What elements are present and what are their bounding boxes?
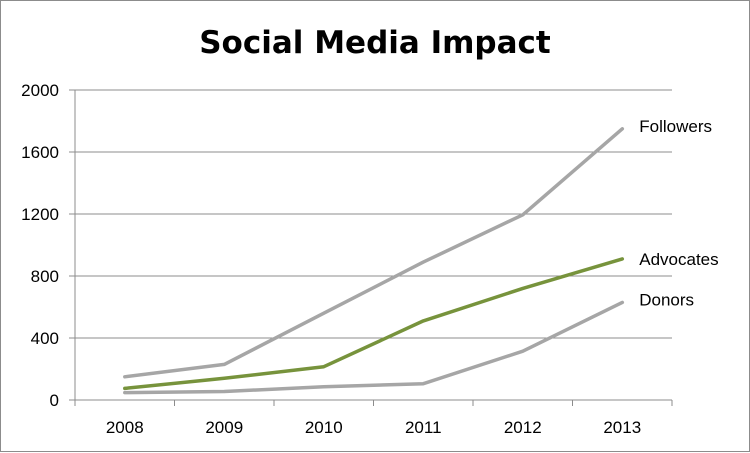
y-tick-label: 800 [31, 267, 59, 286]
y-tick-label: 0 [50, 391, 59, 410]
gridlines [75, 89, 672, 339]
y-axis-tick-labels: 0 400 800 1200 1600 2000 [21, 81, 59, 410]
series-line-advocates [123, 257, 625, 391]
x-axis-tick-labels: 2008 2009 2010 2011 2012 2013 [106, 418, 641, 437]
x-tick-label: 2011 [405, 418, 442, 437]
series-lines [123, 127, 625, 395]
series-label-advocates: Advocates [639, 250, 718, 269]
y-tick-label: 1200 [21, 205, 59, 224]
series-label-donors: Donors [639, 290, 694, 309]
x-tick-label: 2010 [305, 418, 343, 437]
x-tick-label: 2013 [603, 418, 641, 437]
series-labels: Followers Donors Advocates [639, 117, 718, 310]
x-tick-label: 2008 [106, 418, 144, 437]
series-line-donors [123, 300, 625, 395]
chart-title: Social Media Impact [199, 25, 551, 61]
y-tick-label: 1600 [21, 143, 59, 162]
x-tick-label: 2012 [504, 418, 542, 437]
axes [69, 89, 673, 406]
y-tick-label: 400 [31, 329, 59, 348]
x-tick-label: 2009 [205, 418, 243, 437]
y-tick-label: 2000 [21, 81, 59, 100]
series-label-followers: Followers [639, 117, 712, 136]
series-line-followers [123, 127, 625, 379]
